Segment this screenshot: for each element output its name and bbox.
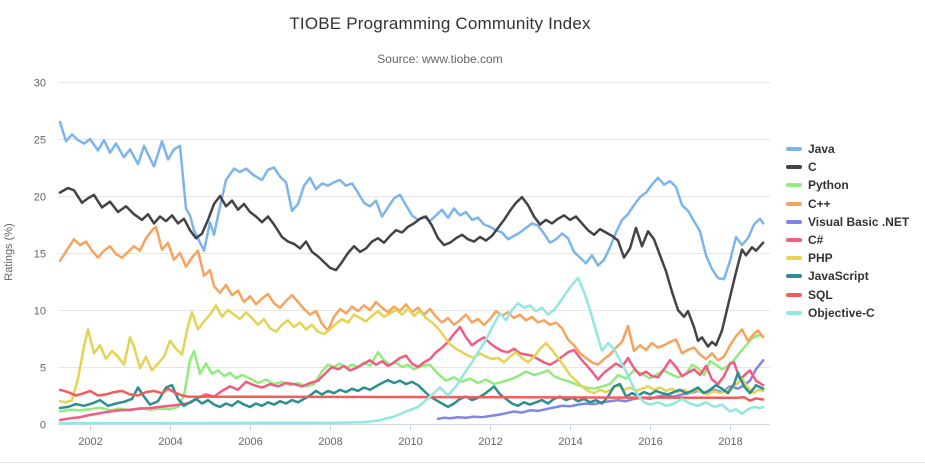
legend-item-c[interactable]: C <box>786 158 909 176</box>
x-tick-label: 2018 <box>718 436 742 448</box>
legend-item-c-[interactable]: C# <box>786 231 909 249</box>
bottom-divider <box>0 462 925 463</box>
legend-swatch-c- <box>786 201 802 206</box>
gridlines <box>58 82 770 425</box>
y-tick-label: 5 <box>40 363 46 375</box>
legend-swatch-javascript <box>786 274 802 279</box>
legend-label-python: Python <box>808 178 849 193</box>
y-tick-label: 20 <box>34 192 46 204</box>
legend-item-objective-c[interactable]: Objective-C <box>786 304 909 322</box>
y-tick-label: 30 <box>34 78 46 90</box>
x-tick-label: 2002 <box>78 436 102 448</box>
legend: Java C Python C++ Visual Basic .NET C# PHP Java… <box>786 140 909 322</box>
x-tick-label: 2012 <box>478 436 502 448</box>
y-tick-label: 10 <box>34 306 46 318</box>
legend-label-javascript: JavaScript <box>808 269 869 284</box>
legend-label-php: PHP <box>808 251 833 266</box>
legend-item-sql[interactable]: SQL <box>786 286 909 304</box>
legend-item-javascript[interactable]: JavaScript <box>786 267 909 285</box>
legend-swatch-visual-basic-net <box>786 219 802 224</box>
legend-swatch-python <box>786 183 802 188</box>
series-line-javascript[interactable] <box>58 371 765 410</box>
y-tick-label: 0 <box>40 420 46 432</box>
legend-label-java: Java <box>808 142 835 157</box>
series-lines <box>58 120 765 425</box>
legend-item-c-[interactable]: C++ <box>786 195 909 213</box>
legend-item-java[interactable]: Java <box>786 140 909 158</box>
x-axis <box>58 424 770 431</box>
legend-swatch-c- <box>786 238 802 243</box>
legend-label-objective-c: Objective-C <box>808 305 875 320</box>
legend-swatch-objective-c <box>786 310 802 315</box>
series-line-c[interactable] <box>58 186 765 348</box>
legend-label-c-: C# <box>808 233 824 248</box>
chart-title: TIOBE Programming Community Index <box>289 14 591 33</box>
legend-swatch-php <box>786 256 802 261</box>
legend-item-visual-basic-net[interactable]: Visual Basic .NET <box>786 213 909 231</box>
legend-swatch-java <box>786 147 802 152</box>
x-tick-label: 2008 <box>318 436 342 448</box>
series-line-sql[interactable] <box>58 387 765 402</box>
legend-item-php[interactable]: PHP <box>786 249 909 267</box>
x-tick-label: 2014 <box>558 436 582 448</box>
legend-label-c-: C++ <box>808 196 831 211</box>
legend-item-python[interactable]: Python <box>786 176 909 194</box>
x-tick-label: 2004 <box>158 436 182 448</box>
series-line-objective-c[interactable] <box>58 276 765 425</box>
chart-subtitle: Source: www.tiobe.com <box>377 52 503 66</box>
series-line-php[interactable] <box>58 304 765 404</box>
legend-label-visual-basic-net: Visual Basic .NET <box>808 214 910 229</box>
legend-swatch-sql <box>786 292 802 297</box>
y-axis-labels: 0 5 10 15 20 25 30 <box>34 78 46 432</box>
legend-swatch-c <box>786 165 802 170</box>
series-line-c-[interactable] <box>58 325 765 422</box>
x-tick-label: 2010 <box>398 436 422 448</box>
y-tick-label: 15 <box>34 249 46 261</box>
legend-label-c: C <box>808 160 817 175</box>
series-line-java[interactable] <box>58 120 765 281</box>
legend-label-sql: SQL <box>808 287 833 302</box>
y-tick-label: 25 <box>34 135 46 147</box>
x-tick-label: 2006 <box>238 436 262 448</box>
x-tick-label: 2016 <box>638 436 662 448</box>
y-axis-title: Ratings (%) <box>3 223 15 281</box>
